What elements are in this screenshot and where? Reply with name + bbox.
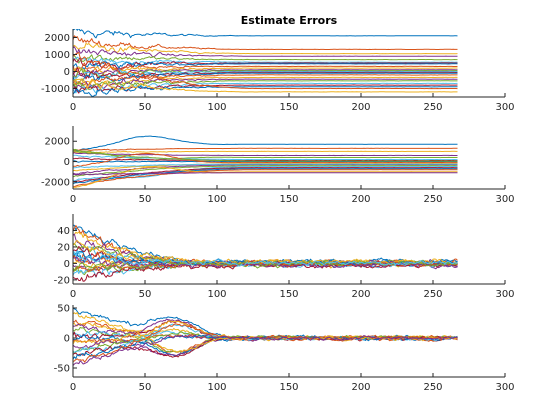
series-line xyxy=(73,67,458,78)
series-line xyxy=(73,169,458,188)
x-tick-label: 300 xyxy=(495,382,514,393)
y-tick-label: 1000 xyxy=(45,50,70,61)
x-tick-label: 100 xyxy=(207,289,226,300)
x-tick-label: 300 xyxy=(495,289,514,300)
x-tick-label: 150 xyxy=(279,289,298,300)
series-line xyxy=(73,150,458,162)
y-tick-label: 20 xyxy=(57,242,70,253)
series-line xyxy=(73,42,458,55)
x-tick-label: 200 xyxy=(351,382,370,393)
series-line xyxy=(73,163,458,169)
x-tick-label: 100 xyxy=(207,194,226,205)
series-line xyxy=(73,35,458,50)
y-tick-label: -50 xyxy=(54,364,70,375)
series-lines xyxy=(73,135,458,188)
y-tick-label: 0 xyxy=(64,67,70,78)
series-line xyxy=(73,150,458,154)
x-tick-label: 100 xyxy=(207,102,226,113)
y-tick-label: 2000 xyxy=(45,33,70,44)
series-line xyxy=(73,154,458,161)
x-tick-label: 50 xyxy=(139,194,152,205)
x-tick-label: 200 xyxy=(351,102,370,113)
series-line xyxy=(73,153,458,167)
series-line xyxy=(73,56,458,70)
y-tick-label: 0 xyxy=(64,334,70,345)
x-tick-label: 50 xyxy=(139,382,152,393)
x-tick-label: 250 xyxy=(423,382,442,393)
y-tick-label: 2000 xyxy=(45,137,70,148)
y-tick-label: -1000 xyxy=(41,84,70,95)
x-tick-label: 0 xyxy=(70,382,76,393)
series-lines xyxy=(73,29,458,97)
series-line xyxy=(73,224,458,265)
series-line xyxy=(73,76,458,88)
series-lines xyxy=(73,307,458,366)
series-line xyxy=(73,135,458,152)
series-line xyxy=(73,165,458,178)
series-line xyxy=(73,72,458,84)
x-tick-label: 250 xyxy=(423,102,442,113)
x-tick-label: 150 xyxy=(279,102,298,113)
y-tick-label: 40 xyxy=(57,226,70,237)
series-line xyxy=(73,78,458,92)
series-line xyxy=(73,147,458,151)
series-line xyxy=(73,166,458,188)
series-line xyxy=(73,148,458,161)
series-line xyxy=(73,172,458,176)
x-tick-label: 0 xyxy=(70,194,76,205)
y-tick-label: 0 xyxy=(64,157,70,168)
x-tick-label: 200 xyxy=(351,194,370,205)
series-line xyxy=(73,67,458,80)
series-line xyxy=(73,54,458,64)
x-tick-label: 0 xyxy=(70,102,76,113)
chart-title: Estimate Errors xyxy=(241,14,338,27)
series-line xyxy=(73,74,458,86)
series-lines xyxy=(73,224,458,282)
x-tick-label: 300 xyxy=(495,194,514,205)
x-tick-label: 300 xyxy=(495,102,514,113)
series-line xyxy=(73,334,458,366)
series-line xyxy=(73,259,458,272)
x-tick-label: 250 xyxy=(423,289,442,300)
series-line xyxy=(73,46,458,58)
series-line xyxy=(73,168,458,185)
x-tick-label: 250 xyxy=(423,194,442,205)
x-tick-label: 100 xyxy=(207,382,226,393)
x-tick-label: 200 xyxy=(351,289,370,300)
series-line xyxy=(73,80,458,91)
y-tick-label: 50 xyxy=(57,304,70,315)
x-tick-label: 50 xyxy=(139,289,152,300)
series-line xyxy=(73,66,458,75)
series-line xyxy=(73,78,458,93)
y-tick-label: -2000 xyxy=(41,177,70,188)
x-tick-label: 50 xyxy=(139,102,152,113)
x-tick-label: 150 xyxy=(279,382,298,393)
y-tick-label: -20 xyxy=(54,275,70,286)
series-line xyxy=(73,61,458,70)
series-line xyxy=(73,51,458,90)
y-tick-label: 0 xyxy=(64,259,70,270)
series-line xyxy=(73,307,458,341)
series-line xyxy=(73,251,458,267)
series-line xyxy=(73,29,458,39)
series-line xyxy=(73,167,458,183)
x-tick-label: 150 xyxy=(279,194,298,205)
x-tick-label: 0 xyxy=(70,289,76,300)
